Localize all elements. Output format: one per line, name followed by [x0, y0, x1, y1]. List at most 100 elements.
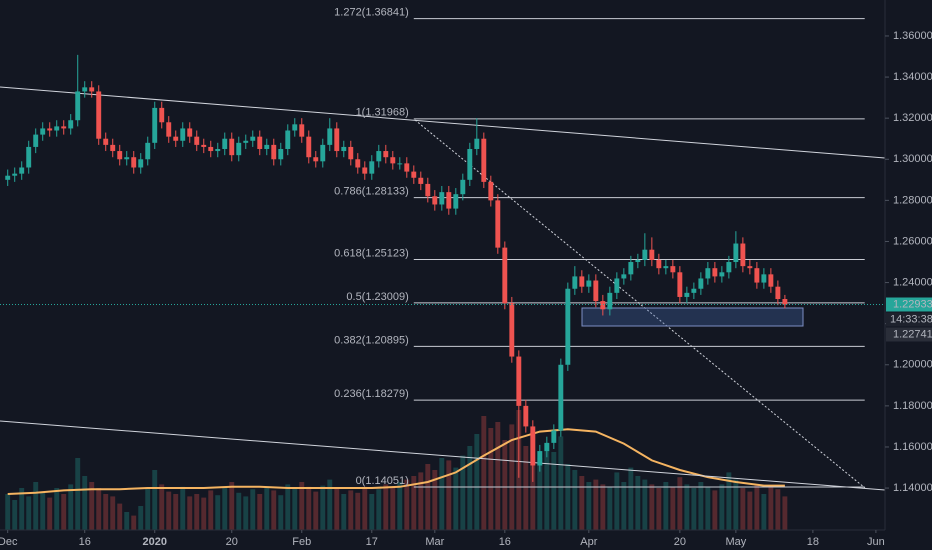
- volume-bar: [593, 479, 599, 530]
- candle-body: [481, 138, 487, 182]
- volume-bar: [656, 488, 662, 530]
- candle-body: [460, 179, 466, 195]
- x-tick-label: 16: [499, 536, 511, 548]
- volume-bar: [782, 496, 788, 530]
- dotted-line: [414, 119, 866, 489]
- volume-bar: [341, 494, 347, 530]
- candle-body: [299, 124, 305, 137]
- x-tick-label: 20: [226, 536, 238, 548]
- volume-bar: [180, 486, 186, 530]
- candle-body: [691, 288, 697, 293]
- candle-body: [663, 266, 669, 269]
- volume-bar: [649, 484, 655, 530]
- candle-body: [124, 157, 130, 160]
- candle-body: [649, 249, 655, 260]
- volume-bar: [572, 470, 578, 530]
- candle-body: [768, 274, 774, 287]
- candle-body: [117, 151, 123, 160]
- volume-ma-line: [7, 428, 785, 495]
- candle-body: [222, 138, 228, 149]
- fibonacci: 1.272(1.36841) 1(1.31968) 0.786(1.28133) 0.…: [334, 7, 865, 488]
- candle-body: [166, 122, 172, 137]
- candle-body: [250, 136, 256, 141]
- volume-bar: [299, 482, 305, 530]
- y-tick-label: 1.28000: [893, 194, 932, 206]
- fib-label: 1(1.31968): [356, 107, 409, 119]
- volume-bar: [334, 488, 340, 530]
- candle-body: [551, 430, 557, 443]
- candle-body: [530, 426, 536, 466]
- candle-body: [684, 292, 690, 297]
- candle-body: [383, 151, 389, 158]
- candle-body: [61, 126, 67, 129]
- candle-body: [159, 107, 165, 123]
- candle-body: [313, 157, 319, 162]
- candle-body: [369, 161, 375, 174]
- volume-bar: [26, 496, 32, 530]
- candle-body: [775, 286, 781, 300]
- candle-body: [488, 181, 494, 201]
- volume-bar: [376, 489, 382, 530]
- candle-body: [103, 138, 109, 145]
- countdown-tag: [886, 312, 932, 327]
- volume-bar: [89, 482, 95, 530]
- volume-bar: [425, 464, 431, 530]
- fib-label: 0.5(1.23009): [346, 291, 408, 303]
- candle-body: [320, 144, 326, 162]
- y-tick-label: 1.20000: [893, 359, 932, 371]
- candle-body: [89, 87, 95, 92]
- axes: 1.140001.160001.180001.200001.220001.240…: [0, 30, 932, 548]
- volume-bar: [628, 467, 634, 530]
- volume-bar: [691, 488, 697, 530]
- volume-bar: [145, 488, 151, 530]
- volume-bar: [432, 470, 438, 530]
- volume-bar: [75, 458, 81, 530]
- volume-bar: [194, 494, 200, 530]
- candle-body: [243, 140, 249, 143]
- volume-bar: [166, 491, 172, 530]
- volume-bar: [411, 476, 417, 530]
- fib-label: 0.236(1.18279): [334, 388, 409, 400]
- candle-body: [726, 262, 732, 273]
- volume-bar: [383, 484, 389, 530]
- candle-body: [397, 163, 403, 165]
- y-tick-label: 1.30000: [893, 153, 932, 165]
- volume-bar: [474, 434, 480, 530]
- candle-body: [579, 276, 585, 287]
- volume-bar: [614, 472, 620, 530]
- candle-body: [656, 259, 662, 269]
- candle-body: [425, 183, 431, 197]
- candle-body: [215, 148, 221, 152]
- volume-bar: [663, 482, 669, 530]
- volume-bar: [320, 485, 326, 530]
- volume-bar: [509, 424, 515, 530]
- last-price-label: 1.22933: [893, 298, 932, 310]
- volume-bar: [768, 486, 774, 530]
- volume-bar: [397, 482, 403, 530]
- candle-body: [362, 167, 368, 174]
- candle-body: [761, 274, 767, 283]
- candle-body: [495, 200, 501, 248]
- candle-body: [502, 247, 508, 304]
- volume-bar: [558, 436, 564, 530]
- candle-body: [670, 266, 676, 273]
- volume-bar: [117, 503, 123, 530]
- volume-bar: [124, 512, 130, 530]
- candle-body: [138, 159, 144, 168]
- candle-body: [467, 148, 473, 180]
- volume-bar: [460, 455, 466, 530]
- candle-body: [677, 272, 683, 297]
- volume-bar: [355, 492, 361, 530]
- candle-body: [82, 87, 88, 92]
- volume-bar: [579, 476, 585, 530]
- volume-bar: [705, 486, 711, 530]
- candle-body: [131, 157, 137, 168]
- volume-bar: [187, 496, 193, 530]
- fib-label: 0.382(1.20895): [334, 334, 409, 346]
- candles: [5, 54, 788, 482]
- candle-body: [26, 146, 32, 168]
- x-tick-label: Jun: [867, 536, 885, 548]
- last-price-tag: [886, 297, 932, 312]
- candle-body: [271, 144, 277, 160]
